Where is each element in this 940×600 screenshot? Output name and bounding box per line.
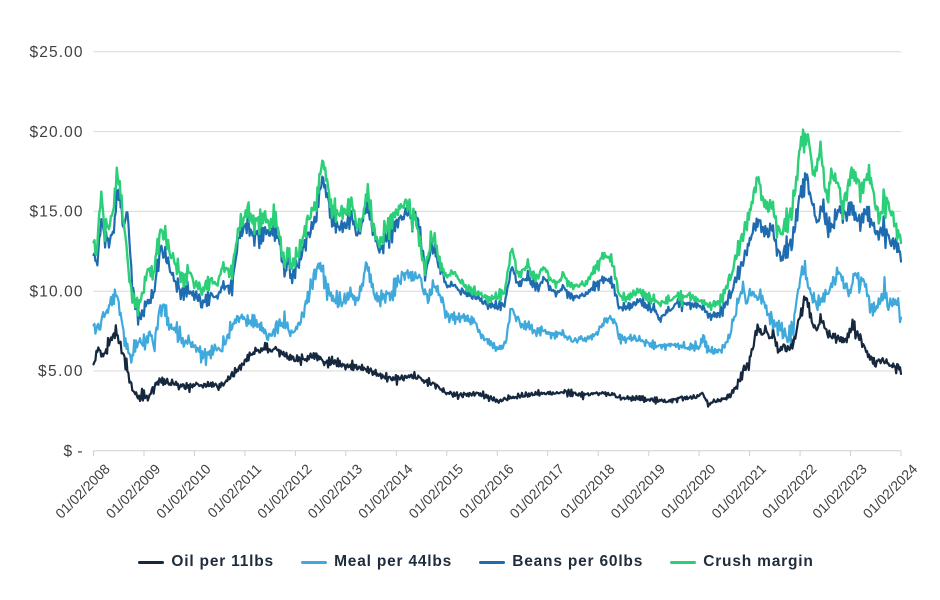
svg-text:$20.00: $20.00 — [30, 124, 83, 141]
svg-text:01/02/2010: 01/02/2010 — [153, 460, 214, 521]
svg-text:$10.00: $10.00 — [30, 283, 83, 300]
svg-text:$-: $- — [64, 443, 83, 460]
svg-text:01/02/2024: 01/02/2024 — [860, 460, 921, 521]
svg-text:$25.00: $25.00 — [30, 44, 83, 61]
svg-text:$5.00: $5.00 — [38, 363, 83, 380]
svg-text:$15.00: $15.00 — [30, 204, 83, 221]
